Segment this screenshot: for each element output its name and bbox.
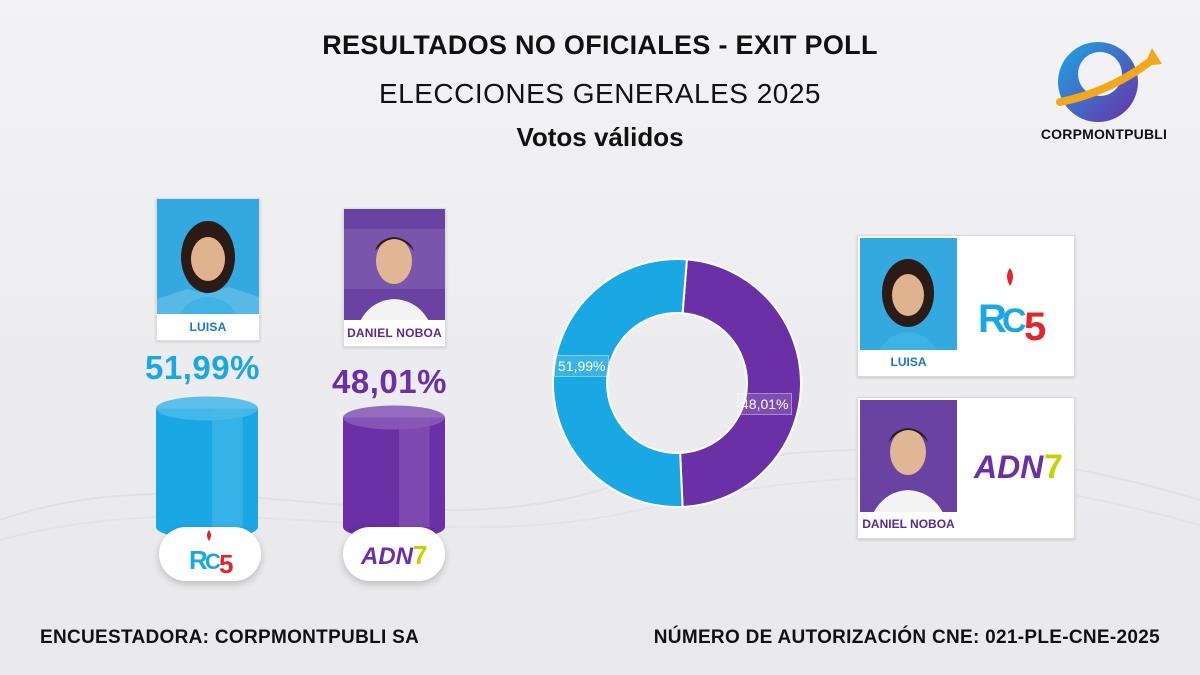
candidate-name: LUISA GONZÁLEZ	[157, 314, 259, 340]
slice-label-gonzalez: 51,99%	[554, 355, 610, 377]
candidate-photo-noboa: DANIEL NOBOA	[343, 208, 446, 347]
svg-text:ADN: ADN	[973, 449, 1044, 485]
rc5-logo: R C 5	[978, 268, 1046, 349]
candidate-name: LUISA GONZÁLEZ	[860, 350, 957, 374]
authorization-footer: NÚMERO DE AUTORIZACIÓN CNE: 021-PLE-CNE-…	[653, 627, 1160, 648]
corpmontpubli-logo	[1056, 42, 1162, 122]
candidate-name: DANIEL NOBOA	[860, 512, 957, 536]
legend-card-gonzalez: LUISA GONZÁLEZ R C 5	[857, 235, 1075, 377]
rc5-logo: R C 5	[189, 530, 233, 579]
svg-text:C: C	[205, 549, 221, 574]
svg-text:7: 7	[1044, 448, 1063, 486]
chart-subtitle: Votos válidos	[516, 122, 684, 152]
candidate-photo-gonzalez: LUISA GONZÁLEZ	[860, 238, 957, 374]
svg-text:C: C	[1002, 302, 1027, 340]
brand-name: CORPMONTPUBLI	[1040, 126, 1168, 142]
donut-chart	[552, 258, 802, 508]
cylinder-bar-chart	[156, 396, 445, 539]
bar	[343, 405, 445, 539]
slice-label-noboa: 48,01%	[737, 393, 793, 415]
party-badge-rc5: R C 5	[159, 527, 261, 581]
legend-card-noboa: DANIEL NOBOA ADN 7	[857, 397, 1075, 539]
candidate-name: DANIEL NOBOA	[344, 320, 445, 346]
pollster-footer: ENCUESTADORA: CORPMONTPUBLI SA	[40, 627, 420, 648]
page-title: RESULTADOS NO OFICIALES - EXIT POLL	[322, 30, 878, 60]
svg-text:5: 5	[219, 549, 233, 579]
donut-slice	[552, 258, 688, 508]
adn7-logo: ADN 7	[973, 448, 1063, 486]
candidate-photo-noboa: DANIEL NOBOA	[860, 400, 957, 536]
page-subtitle: ELECCIONES GENERALES 2025	[378, 78, 821, 109]
bar-value-label: 48,01%	[332, 363, 447, 400]
svg-text:R: R	[978, 297, 1007, 341]
donut-slice	[679, 258, 802, 508]
svg-text:R: R	[189, 545, 208, 575]
svg-text:5: 5	[1024, 305, 1046, 349]
bar	[156, 396, 258, 539]
svg-text:7: 7	[413, 540, 427, 570]
party-badge-adn7: ADN 7	[343, 527, 445, 581]
adn7-logo: ADN 7	[360, 540, 427, 570]
svg-text:ADN: ADN	[360, 543, 414, 570]
candidate-photo-gonzalez: LUISA GONZÁLEZ	[156, 198, 260, 341]
bar-value-label: 51,99%	[145, 349, 260, 386]
